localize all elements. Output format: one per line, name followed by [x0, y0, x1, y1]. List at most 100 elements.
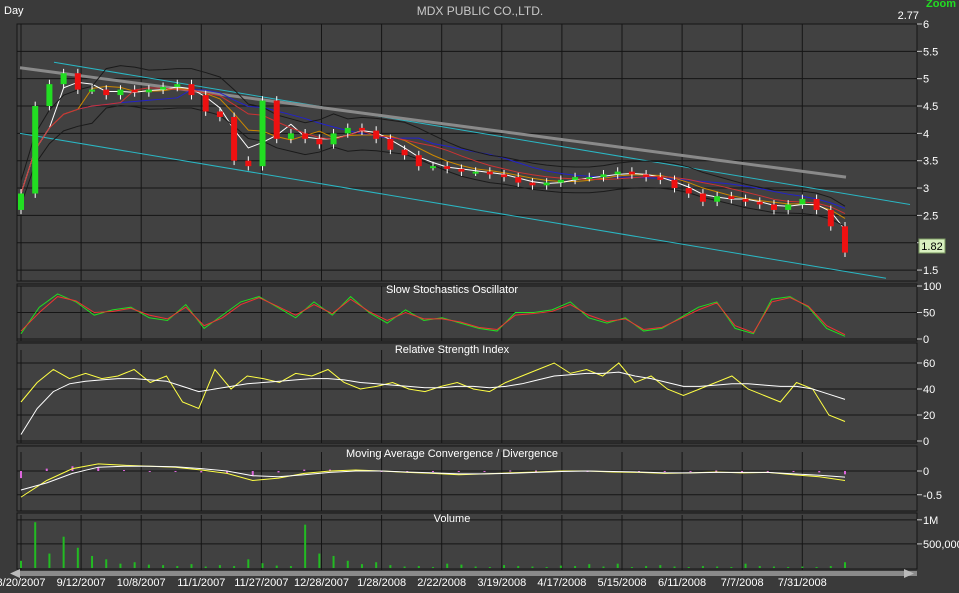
volume-bar	[119, 563, 122, 568]
volume-bar	[91, 555, 94, 568]
y-tick-label: 5	[923, 74, 929, 86]
volume-bar	[162, 565, 165, 568]
stochastics-plot	[20, 293, 846, 337]
macd-histogram-bar	[715, 470, 718, 472]
grid-lines	[17, 23, 917, 570]
macd-histogram-bar	[844, 471, 846, 475]
rsi-title: Relative Strength Index	[395, 344, 510, 356]
x-axis: 8/20/2007 9/12/2007 10/8/2007 11/1/2007 11/2…	[0, 577, 827, 589]
macd-histogram-bar	[483, 471, 486, 472]
candle-body	[572, 177, 579, 180]
candle-body	[46, 84, 53, 107]
y-tick-label: 0	[923, 334, 929, 346]
candle-body	[259, 100, 266, 167]
y-tick-label: 5.5	[923, 46, 938, 58]
volume-bar	[602, 566, 605, 568]
macd-histogram-bar	[45, 468, 48, 471]
zoom-button[interactable]: Zoom	[926, 0, 956, 10]
macd-title: Moving Average Convergence / Divergence	[346, 448, 558, 460]
macd-histogram-bar	[200, 471, 203, 473]
macd-histogram-bar	[123, 470, 125, 472]
y-tick-label: 500,000	[923, 539, 959, 551]
bollinger-upper-line	[20, 65, 846, 207]
candle-body	[89, 89, 96, 92]
volume-bar	[659, 565, 662, 568]
candle-body	[316, 138, 323, 145]
volume-bar	[275, 565, 278, 568]
candle-body	[401, 149, 408, 156]
volume-bar	[488, 567, 491, 568]
candle-body	[287, 133, 294, 139]
volume-bar	[559, 565, 562, 568]
macd-histogram-bar	[457, 471, 460, 472]
top-value: 2.77	[898, 10, 919, 22]
y-tick-label: 0	[923, 436, 929, 448]
candle-body	[799, 198, 806, 205]
candle-body	[330, 133, 337, 145]
candle-body	[160, 86, 167, 90]
volume-bar	[772, 566, 775, 568]
scrollbar-track[interactable]	[17, 571, 917, 576]
candle-body	[515, 177, 522, 183]
volume-bar	[701, 566, 704, 568]
candle-body	[543, 182, 550, 186]
volume-bar	[190, 564, 193, 568]
volume-bar	[304, 524, 307, 568]
macd-histogram-bar	[818, 471, 821, 473]
last-price-label: 1.82	[921, 241, 942, 253]
macd-histogram-bar	[509, 470, 512, 472]
chart-title: MDX PUBLIC CO.,LTD.	[417, 4, 543, 18]
macd-histogram-bar	[689, 471, 692, 472]
macd-histogram-bar	[303, 469, 306, 471]
candle-body	[557, 179, 564, 183]
last-price-badge	[918, 238, 946, 254]
volume-bar	[417, 566, 420, 568]
volume-bar	[616, 563, 619, 568]
y-tick-label: 4.5	[923, 101, 938, 113]
period-label[interactable]: Day	[4, 5, 24, 17]
macd-histogram-bar	[148, 471, 151, 472]
volume-bar	[730, 567, 733, 568]
candle-body	[770, 204, 777, 210]
candle-body	[145, 89, 152, 93]
macd-plot	[20, 463, 846, 498]
macd-histogram-bar	[663, 471, 666, 472]
candle-body	[60, 73, 67, 85]
macd-histogram-bar	[174, 471, 177, 472]
scroll-right-icon[interactable]	[904, 569, 914, 578]
volume-bar	[588, 564, 591, 568]
macd-histogram-bar	[792, 471, 795, 472]
channel-upper-line	[53, 61, 911, 205]
candle-body	[813, 198, 820, 210]
y-tick-label: 1M	[923, 515, 938, 527]
channel-lower-line	[19, 132, 887, 279]
y-tick-label: 3	[923, 183, 929, 195]
rsi-plot	[20, 362, 846, 435]
candle-body	[131, 89, 138, 93]
candle-body	[671, 179, 678, 189]
volume-bar	[432, 567, 434, 568]
candle-body	[344, 127, 351, 134]
candle-body	[827, 209, 834, 227]
candle-body	[358, 127, 365, 131]
volume-bar	[829, 566, 832, 568]
volume-bar	[460, 564, 463, 568]
volume-bar	[630, 567, 633, 568]
y-tick-label: 50	[923, 308, 935, 320]
candle-body	[387, 138, 394, 150]
volume-bar	[375, 562, 378, 568]
candle-body	[373, 130, 380, 139]
candle-body	[600, 174, 607, 178]
moving-average-line	[20, 85, 846, 219]
y-tick-label: 6	[923, 19, 929, 31]
volume-bar	[787, 567, 790, 568]
scroll-left-icon[interactable]	[10, 569, 20, 578]
y-tick-label: 20	[923, 410, 935, 422]
candle-body	[117, 89, 124, 96]
macd-histogram-bar	[329, 469, 331, 471]
x-tick-label: 11/27/2007	[234, 577, 288, 589]
candle-body	[486, 171, 493, 175]
candle-body	[74, 73, 81, 90]
macd-histogram-bar	[535, 470, 537, 472]
